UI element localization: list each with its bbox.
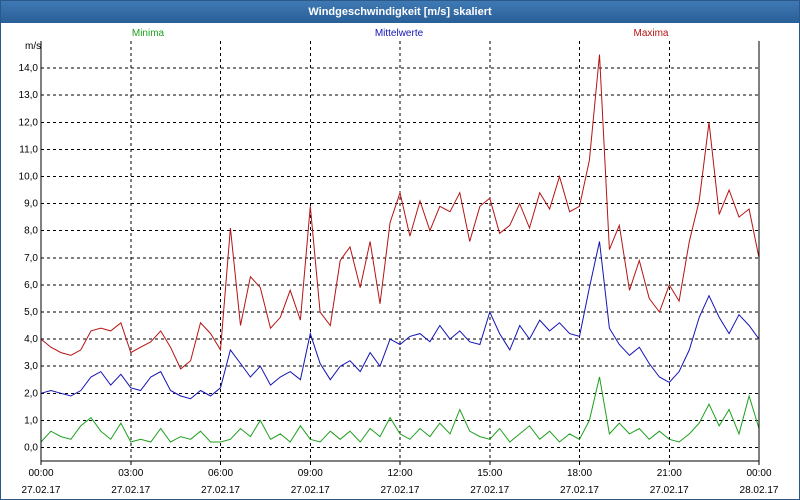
x-tick-date: 27.02.17 xyxy=(470,485,509,496)
x-tick-date: 27.02.17 xyxy=(381,485,420,496)
y-tick-label: 13,0 xyxy=(19,90,39,101)
axes: 0,0 1,0 2,0 3,0 4,0 5,0 6,0 7,0 8,0 9,0 10,0 11,0 12… xyxy=(19,41,779,496)
x-tick-date: 28.02.17 xyxy=(740,485,779,496)
x-tick-time: 12:00 xyxy=(387,468,412,479)
legend-item-maxima: Maxima xyxy=(633,28,668,39)
x-tick-time: 00:00 xyxy=(28,468,53,479)
x-tick-date: 27.02.17 xyxy=(560,485,599,496)
y-tick-label: 11,0 xyxy=(19,144,38,155)
y-tick-label: 6,0 xyxy=(24,280,38,291)
series-line-mittelwerte xyxy=(40,241,760,400)
series-line-maxima xyxy=(40,54,760,370)
x-tick-date: 27.02.17 xyxy=(22,485,61,496)
x-tick-date: 27.02.17 xyxy=(650,485,689,496)
y-tick-label: 4,0 xyxy=(24,334,38,345)
y-tick-label: 3,0 xyxy=(24,361,38,372)
grid-lines xyxy=(41,41,759,461)
series-line-minima xyxy=(40,376,760,443)
y-tick-label: 5,0 xyxy=(24,307,38,318)
window-title: Windgeschwindigkeit [m/s] skaliert xyxy=(1,1,799,23)
y-tick-label: 10,0 xyxy=(19,171,39,182)
y-tick-label: 1,0 xyxy=(24,415,38,426)
legend-item-minima: Minima xyxy=(132,28,165,39)
y-tick-label: 9,0 xyxy=(24,199,38,210)
x-tick-date: 27.02.17 xyxy=(291,485,330,496)
y-tick-label: 8,0 xyxy=(24,226,38,237)
x-tick-time: 00:00 xyxy=(746,468,771,479)
y-tick-label: 7,0 xyxy=(24,253,38,264)
x-tick-date: 27.02.17 xyxy=(201,485,240,496)
legend: Minima Mittelwerte Maxima xyxy=(132,28,669,39)
x-tick-time: 21:00 xyxy=(657,468,682,479)
x-tick-time: 06:00 xyxy=(208,468,233,479)
legend-item-mittelwerte: Mittelwerte xyxy=(375,28,424,39)
y-axis-label: m/s xyxy=(25,41,41,52)
y-tick-label: 0,0 xyxy=(24,442,38,453)
x-tick-time: 03:00 xyxy=(118,468,143,479)
series-layer xyxy=(40,54,760,443)
y-tick-label: 12,0 xyxy=(19,117,39,128)
y-tick-label: 2,0 xyxy=(24,388,38,399)
x-tick-time: 09:00 xyxy=(298,468,323,479)
x-tick-time: 15:00 xyxy=(477,468,502,479)
x-tick-time: 18:00 xyxy=(567,468,592,479)
x-tick-date: 27.02.17 xyxy=(111,485,150,496)
y-tick-label: 14,0 xyxy=(19,63,39,74)
